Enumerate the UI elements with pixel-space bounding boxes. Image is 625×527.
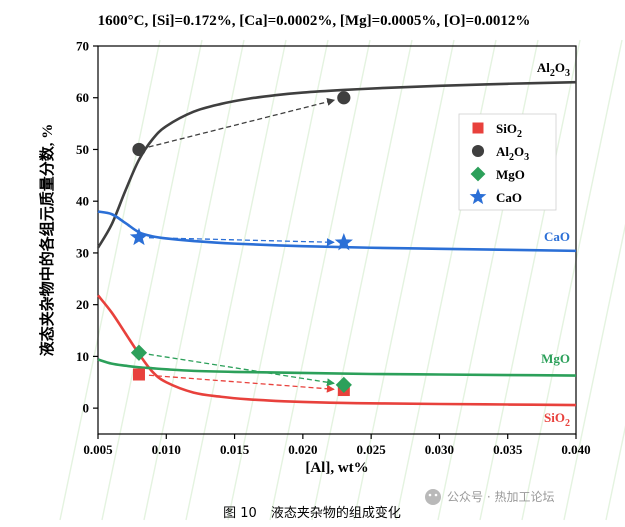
y-axis-title: 液态夹杂物中的各组元质量分数, % <box>38 124 56 357</box>
point-al2o3 <box>337 91 351 105</box>
watermark-stroke <box>605 425 625 521</box>
legend-label-al2o3: Al2​O3​ <box>496 144 529 163</box>
point-cao <box>334 232 353 251</box>
watermark-stroke <box>59 39 161 521</box>
y-tick-label: 70 <box>76 39 89 54</box>
curve-cao <box>97 210 577 253</box>
x-tick-label: 0.035 <box>493 442 523 457</box>
curve-label-sio2: SiO2​ <box>544 410 570 429</box>
trend-arrows <box>148 98 336 393</box>
watermark-badge: 公众号 · 热加工论坛 <box>425 489 554 505</box>
curve-label-al2o3: Al2​O3​ <box>537 60 570 79</box>
legend-marker-al2o3 <box>471 144 485 158</box>
watermark-stroke <box>185 39 287 521</box>
x-axis-title: [Al], wt% <box>305 460 368 476</box>
legend-label-mgo: MgO <box>496 167 525 182</box>
y-tick-label: 30 <box>76 245 89 260</box>
curve-label-mgo: MgO <box>541 351 570 366</box>
point-al2o3 <box>132 142 146 157</box>
watermark-stroke <box>563 223 625 521</box>
y-tick-label: 0 <box>83 401 90 416</box>
watermark-stroke <box>521 39 623 521</box>
y-tick-label: 60 <box>76 90 89 105</box>
watermark-stroke <box>143 39 245 521</box>
x-tick-label: 0.040 <box>561 442 590 457</box>
wechat-icon-eye-left <box>428 493 432 497</box>
point-mgo <box>335 376 352 393</box>
point-cao <box>129 227 149 246</box>
watermark-stroke <box>353 39 455 521</box>
watermark-text: 公众号 · 热加工论坛 <box>447 490 554 504</box>
figure-caption: 图 10 液态夹杂物的组成变化 <box>223 505 401 521</box>
y-tick-label: 20 <box>76 297 89 312</box>
curve-labels: SiO2​ Al2​O3​ MgO CaO <box>537 60 570 429</box>
watermark-stroke <box>479 39 581 521</box>
legend-marker-mgo <box>470 166 486 182</box>
legend-marker-cao <box>469 188 487 205</box>
figure-caption-text: 液态夹杂物的组成变化 <box>271 505 401 521</box>
watermark-stroke <box>269 39 371 521</box>
watermark-pattern <box>59 39 625 521</box>
point-mgo <box>130 344 148 361</box>
x-tick-label: 0.030 <box>425 442 454 457</box>
point-sio2 <box>132 368 145 381</box>
x-tick-label: 0.015 <box>220 442 250 457</box>
curve-mgo <box>97 358 577 377</box>
legend-label-sio2: SiO2​ <box>496 121 522 140</box>
x-tick-label: 0.020 <box>288 442 317 457</box>
figure-number: 图 10 <box>223 506 257 521</box>
y-tick-label: 10 <box>76 349 89 364</box>
trend-arrow-sio2 <box>148 374 335 393</box>
watermark-stroke <box>227 39 329 521</box>
legend-marker-sio2 <box>472 122 484 134</box>
curve-al2o3 <box>96 80 577 249</box>
watermark-stroke <box>311 39 413 521</box>
curve-label-cao: CaO <box>544 229 570 244</box>
x-tick-label: 0.010 <box>152 442 181 457</box>
x-tick-label: 0.025 <box>357 442 387 457</box>
legend: SiO2​ Al2​O3​ MgO CaO <box>458 113 557 211</box>
trend-arrow-mgo <box>148 353 335 387</box>
legend-label-cao: CaO <box>496 190 522 205</box>
x-axis: 0.005 0.010 0.015 0.020 0.025 0.030 0.035 0.040 <box>83 434 591 457</box>
wechat-icon-eye-right <box>434 493 438 497</box>
chart-title: 1600°C, [Si]=0.172%, [Ca]=0.0002%, [Mg]=… <box>98 13 531 29</box>
y-tick-label: 50 <box>76 142 89 157</box>
wechat-icon <box>425 489 441 505</box>
curve-sio2 <box>96 294 577 407</box>
y-tick-label: 40 <box>76 194 89 209</box>
series-layer <box>96 80 577 407</box>
plot-frame <box>97 45 577 435</box>
x-tick-label: 0.005 <box>83 442 113 457</box>
measured-points <box>129 91 353 397</box>
watermark-stroke <box>101 39 203 521</box>
y-axis: 0 10 20 30 40 50 60 70 <box>76 39 98 416</box>
trend-arrow-cao <box>148 237 335 247</box>
trend-arrow-al2o3 <box>148 98 336 148</box>
